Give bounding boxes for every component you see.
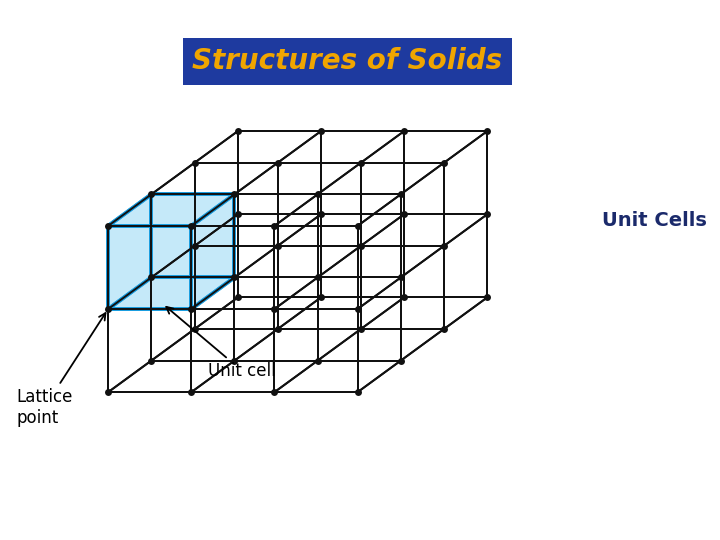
Polygon shape [108,226,192,309]
Polygon shape [192,194,235,309]
Polygon shape [151,194,235,278]
Text: Structures of Solids: Structures of Solids [192,48,503,75]
Text: Unit cell: Unit cell [166,307,276,380]
Polygon shape [108,278,235,309]
Polygon shape [108,194,235,226]
Text: Lattice
point: Lattice point [17,313,105,427]
Text: Unit Cells: Unit Cells [603,211,707,229]
Polygon shape [108,194,151,309]
